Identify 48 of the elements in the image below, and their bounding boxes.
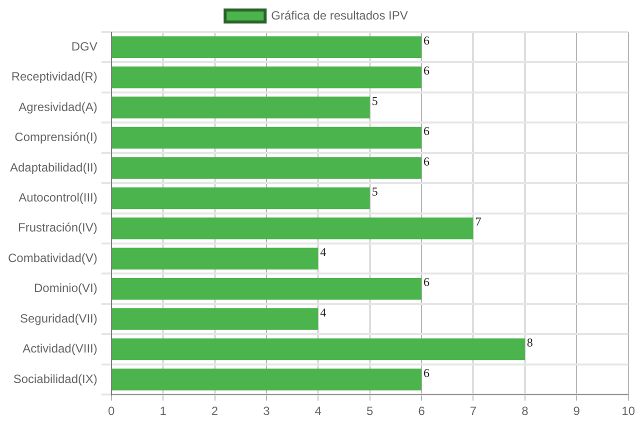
data-label: 6 (424, 124, 430, 138)
bar (112, 66, 422, 88)
legend-label: Gráfica de resultados IPV (271, 8, 408, 22)
x-tick-label: 0 (108, 404, 116, 418)
bar (112, 187, 370, 210)
y-tick-label: Dominio(VI) (34, 281, 98, 296)
x-tick-label: 1 (160, 404, 167, 418)
data-label: 6 (424, 64, 430, 78)
bar (112, 96, 370, 118)
y-tick-label: Sociabilidad(IX) (13, 372, 98, 386)
bar (112, 308, 318, 330)
x-tick-label: 8 (522, 404, 529, 418)
data-label: 6 (424, 275, 430, 290)
y-tick-label: Actividad(VIII) (22, 342, 98, 356)
y-tick-label: Seguridad(VII) (20, 311, 98, 326)
y-tick-label: Agresividad(A) (18, 100, 98, 114)
x-tick-label: 6 (418, 404, 426, 418)
x-tick-label: 10 (622, 404, 636, 418)
x-tick-label: 2 (211, 404, 218, 418)
data-label: 6 (424, 33, 430, 48)
y-tick-label: Autocontrol(III) (18, 190, 98, 205)
data-label: 5 (372, 184, 378, 198)
x-tick-label: 7 (470, 404, 477, 418)
y-tick-label: Receptividad(R) (11, 70, 98, 84)
x-tick-label: 9 (573, 404, 580, 418)
y-tick-label: Adaptabilidad(II) (10, 160, 98, 174)
data-label: 6 (424, 366, 430, 380)
bar (112, 338, 525, 360)
bar (112, 368, 422, 390)
bar (112, 248, 318, 270)
data-label: 5 (372, 94, 378, 108)
data-label: 7 (475, 214, 482, 229)
y-tick-label: Combatividad(V) (8, 250, 98, 265)
data-label: 8 (526, 336, 533, 350)
x-tick-label: 3 (263, 404, 270, 418)
x-tick-label: 5 (366, 404, 374, 418)
data-label: 4 (320, 305, 326, 320)
y-tick-label: Frustración(IV) (18, 220, 98, 235)
bar (112, 218, 474, 240)
bar (112, 157, 422, 179)
bar (112, 278, 422, 300)
bar (112, 126, 422, 149)
bar (112, 36, 422, 58)
data-label: 4 (320, 244, 326, 259)
y-tick-label: Comprensión(I) (14, 130, 98, 144)
data-label: 6 (424, 154, 430, 168)
y-tick-label: DGV (71, 39, 98, 54)
x-tick-label: 4 (314, 404, 322, 418)
